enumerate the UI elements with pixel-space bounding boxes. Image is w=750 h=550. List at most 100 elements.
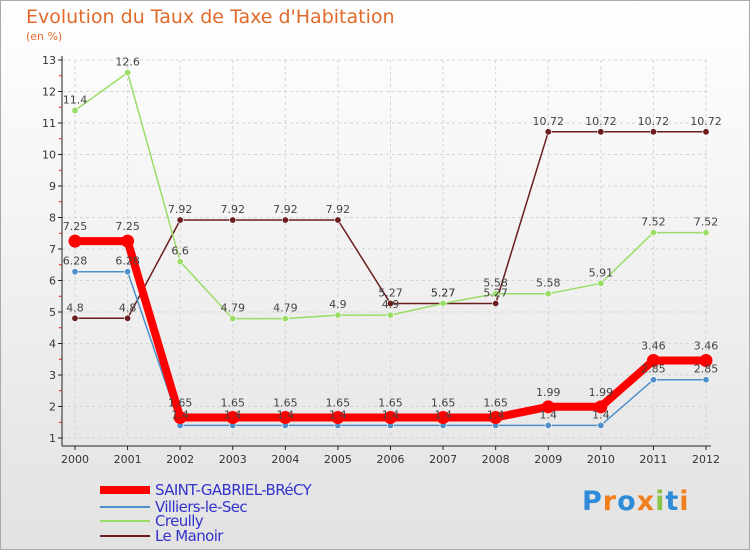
data-label: 10.72 — [690, 115, 722, 128]
data-point — [541, 400, 555, 414]
data-label: 5.27 — [431, 286, 456, 299]
x-tick-label: 2004 — [271, 453, 299, 466]
x-tick-label: 2006 — [377, 453, 405, 466]
data-label: 4.8 — [66, 301, 84, 314]
data-label: 7.92 — [168, 203, 193, 216]
data-label: 6.28 — [63, 255, 88, 268]
y-tick-label: 4 — [49, 338, 56, 351]
data-point — [702, 229, 710, 237]
data-label: 4.9 — [329, 298, 347, 311]
x-tick-label: 2003 — [219, 453, 247, 466]
data-point — [597, 279, 605, 287]
data-label: 7.92 — [273, 203, 298, 216]
data-point — [226, 411, 240, 425]
x-tick-label: 2000 — [61, 453, 89, 466]
data-point — [278, 411, 292, 425]
data-label: 10.72 — [638, 115, 670, 128]
data-label: 1.4 — [382, 408, 400, 421]
data-label: 1.65 — [221, 397, 246, 410]
data-point — [71, 314, 79, 322]
logo-letter: i — [655, 486, 666, 517]
x-tick-label: 2008 — [482, 453, 510, 466]
data-point — [229, 315, 237, 323]
data-label: 1.4 — [224, 408, 242, 421]
logo-letter: r — [602, 486, 618, 517]
data-label: 1.4 — [171, 408, 189, 421]
data-point — [229, 216, 237, 224]
data-label: 1.65 — [168, 397, 193, 410]
x-tick-label: 2001 — [114, 453, 142, 466]
proxiti-logo: Proxiti — [582, 486, 690, 517]
data-label: 1.99 — [589, 386, 614, 399]
legend-label: Villiers-le-Sec — [155, 498, 248, 516]
legend-label: Creully — [155, 512, 204, 530]
data-label: 7.25 — [63, 220, 88, 233]
data-label: 7.25 — [115, 220, 140, 233]
data-point — [544, 128, 552, 136]
data-point — [492, 290, 500, 298]
x-tick-label: 2012 — [692, 453, 720, 466]
data-label: 1.65 — [431, 397, 456, 410]
data-label: 6.6 — [171, 245, 189, 258]
y-tick-label: 8 — [49, 212, 56, 225]
data-label: 3.46 — [641, 340, 666, 353]
data-point — [173, 411, 187, 425]
y-tick-label: 11 — [42, 117, 56, 130]
legend-label: SAINT-GABRIEL-BRéCY — [155, 481, 312, 499]
data-point — [121, 234, 135, 248]
data-point — [71, 268, 79, 276]
data-point — [544, 421, 552, 429]
y-tick-label: 12 — [42, 86, 56, 99]
data-label: 1.99 — [536, 386, 561, 399]
data-label: 1.4 — [487, 408, 505, 421]
data-label: 1.65 — [273, 397, 298, 410]
data-point — [331, 411, 345, 425]
data-label: 5.27 — [483, 286, 508, 299]
data-label: 1.4 — [329, 408, 347, 421]
x-tick-label: 2010 — [587, 453, 615, 466]
data-label: 5.27 — [431, 286, 456, 299]
data-label: 7.52 — [694, 216, 719, 229]
data-point — [702, 376, 710, 384]
data-label: 1.65 — [483, 397, 508, 410]
data-label: 1.4 — [434, 408, 452, 421]
data-point — [699, 354, 713, 368]
data-point — [436, 411, 450, 425]
data-point — [384, 411, 397, 425]
legend-swatch — [100, 520, 150, 522]
data-point — [176, 258, 184, 266]
data-point — [124, 268, 132, 276]
legend-item-creully: Creully — [100, 512, 380, 530]
data-point — [702, 128, 710, 136]
data-label: 4.8 — [119, 301, 137, 314]
data-label: 5.58 — [483, 277, 508, 290]
legend-swatch — [100, 535, 150, 537]
data-label: 2.85 — [694, 363, 719, 376]
data-point — [176, 216, 184, 224]
data-point — [124, 69, 132, 77]
data-point — [649, 229, 657, 237]
data-point — [489, 411, 503, 425]
y-tick-label: 3 — [49, 369, 56, 382]
y-tick-label: 13 — [42, 54, 56, 67]
y-tick-label: 5 — [49, 306, 56, 319]
logo-letter: o — [617, 486, 637, 517]
data-label: 5.27 — [378, 286, 403, 299]
data-label: 4.79 — [221, 302, 246, 315]
data-point — [594, 400, 608, 414]
data-label: 2.85 — [641, 363, 666, 376]
chart-title: Evolution du Taux de Taxe d'Habitation — [26, 6, 395, 28]
legend-label: Le Manoir — [155, 527, 223, 545]
data-point — [597, 128, 605, 136]
data-label: 3.46 — [694, 340, 719, 353]
data-point — [334, 311, 342, 319]
data-point — [281, 216, 289, 224]
data-point — [68, 234, 82, 248]
data-point — [386, 311, 394, 319]
data-label: 5.58 — [536, 277, 561, 290]
data-point — [649, 376, 657, 384]
logo-letter: x — [636, 486, 656, 517]
data-point — [492, 299, 500, 307]
y-tick-label: 1 — [49, 432, 56, 445]
data-point — [281, 315, 289, 323]
